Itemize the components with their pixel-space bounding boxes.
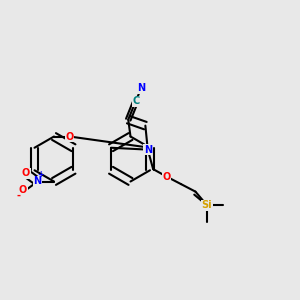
Text: O: O: [163, 172, 171, 182]
Text: C: C: [132, 96, 140, 106]
Text: O: O: [19, 185, 27, 195]
Text: +: +: [38, 170, 44, 179]
Text: N: N: [33, 176, 42, 187]
Text: O: O: [65, 131, 74, 142]
Text: N: N: [137, 83, 145, 93]
Text: O: O: [22, 168, 30, 178]
Text: -: -: [16, 190, 21, 200]
Text: Si: Si: [202, 200, 212, 210]
Text: N: N: [144, 145, 152, 154]
